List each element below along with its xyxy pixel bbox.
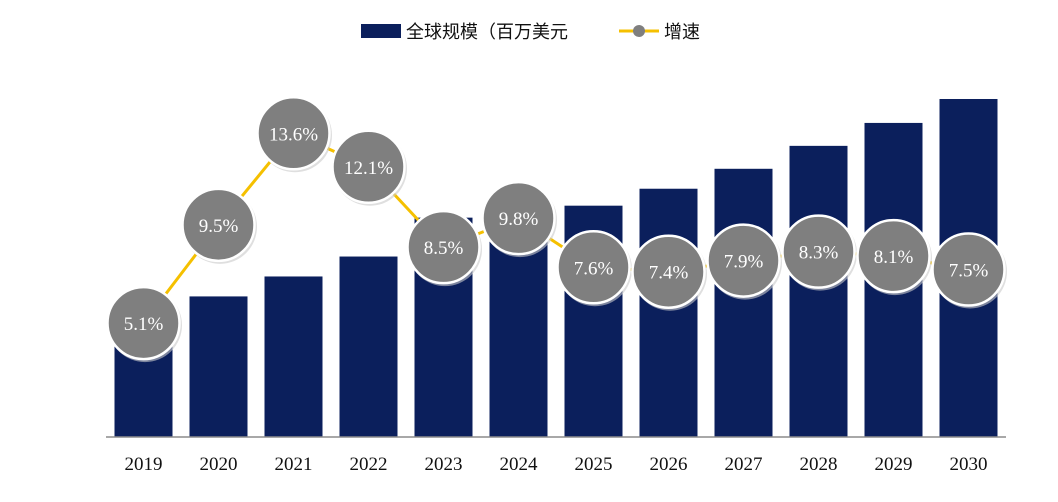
growth-marker bbox=[781, 214, 856, 289]
growth-data-label: 9.5% bbox=[199, 216, 239, 237]
bar-2022 bbox=[339, 256, 398, 437]
x-tick-label: 2030 bbox=[950, 454, 988, 475]
growth-data-label: 7.5% bbox=[949, 261, 989, 282]
growth-marker bbox=[481, 180, 556, 256]
legend-label-bar: 全球规模（百万美元 bbox=[406, 22, 568, 43]
x-tick-label: 2022 bbox=[350, 454, 388, 475]
growth-marker bbox=[181, 187, 256, 263]
growth-data-label: 7.6% bbox=[574, 258, 614, 279]
growth-data-label: 8.1% bbox=[874, 247, 914, 268]
x-tick-label: 2027 bbox=[725, 454, 763, 475]
growth-data-label: 8.3% bbox=[799, 243, 839, 264]
growth-data-label: 12.1% bbox=[344, 158, 393, 179]
x-tick-label: 2019 bbox=[125, 454, 163, 475]
x-tick-label: 2029 bbox=[875, 454, 913, 475]
growth-point-2029: 8.1% bbox=[856, 218, 932, 296]
growth-marker bbox=[631, 234, 706, 309]
growth-marker bbox=[406, 209, 481, 285]
growth-point-2020: 9.5% bbox=[181, 187, 257, 264]
x-tick-label: 2021 bbox=[275, 454, 313, 475]
bar-2020 bbox=[189, 296, 248, 437]
growth-data-label: 8.5% bbox=[424, 238, 464, 259]
legend: 全球规模（百万美元 增速 bbox=[361, 22, 700, 43]
bar-2026 bbox=[639, 188, 698, 437]
growth-point-2030: 7.5% bbox=[931, 232, 1007, 309]
x-tick-label: 2028 bbox=[800, 454, 838, 475]
growth-data-label: 7.4% bbox=[649, 263, 689, 284]
growth-marker bbox=[106, 285, 181, 361]
growth-marker bbox=[931, 232, 1006, 307]
x-tick-label: 2025 bbox=[575, 454, 613, 475]
growth-marker bbox=[256, 96, 331, 171]
growth-point-2024: 9.8% bbox=[481, 180, 557, 258]
growth-data-label: 7.9% bbox=[724, 252, 764, 273]
growth-data-label: 9.8% bbox=[499, 209, 539, 230]
x-tick-label: 2020 bbox=[200, 454, 238, 475]
growth-marker bbox=[331, 129, 406, 205]
x-tick-label: 2024 bbox=[500, 454, 539, 475]
growth-point-2027: 7.9% bbox=[706, 223, 782, 300]
legend-swatch-bar bbox=[361, 24, 401, 38]
growth-data-label: 5.1% bbox=[124, 314, 164, 335]
growth-marker bbox=[856, 218, 931, 294]
growth-point-2026: 7.4% bbox=[631, 234, 707, 311]
x-tick-label: 2023 bbox=[425, 454, 463, 475]
growth-point-2022: 12.1% bbox=[331, 129, 407, 206]
legend-swatch-marker bbox=[633, 25, 645, 37]
bar-2027 bbox=[714, 168, 773, 437]
bar-2028 bbox=[789, 145, 848, 437]
growth-point-2019: 5.1% bbox=[106, 285, 182, 363]
growth-point-2025: 7.6% bbox=[556, 230, 632, 307]
growth-marker bbox=[706, 223, 781, 298]
bar-2021 bbox=[264, 276, 323, 437]
growth-data-label: 13.6% bbox=[269, 124, 318, 145]
x-tick-label: 2026 bbox=[650, 454, 688, 475]
growth-point-2023: 8.5% bbox=[406, 209, 482, 287]
growth-point-2028: 8.3% bbox=[781, 214, 857, 291]
growth-marker bbox=[556, 230, 631, 305]
growth-point-2021: 13.6% bbox=[256, 96, 332, 173]
legend-label-line: 增速 bbox=[664, 22, 700, 43]
